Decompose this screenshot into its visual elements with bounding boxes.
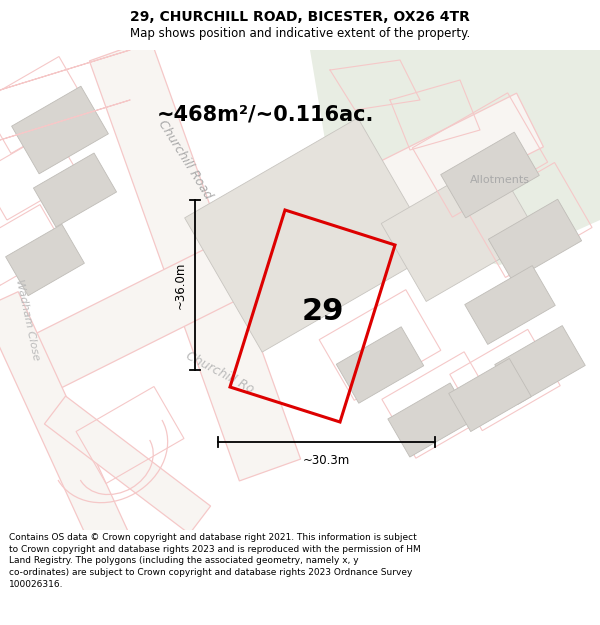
- Text: Churchill Ro...: Churchill Ro...: [184, 349, 266, 401]
- Polygon shape: [34, 153, 116, 227]
- Text: 29: 29: [301, 296, 344, 326]
- Polygon shape: [310, 50, 600, 265]
- Text: ~30.3m: ~30.3m: [303, 454, 350, 467]
- Polygon shape: [388, 383, 472, 457]
- Polygon shape: [0, 292, 128, 548]
- Text: Allotments: Allotments: [470, 175, 530, 185]
- Polygon shape: [495, 326, 585, 404]
- Text: Map shows position and indicative extent of the property.: Map shows position and indicative extent…: [130, 27, 470, 40]
- Text: Wadham Close: Wadham Close: [14, 278, 41, 362]
- Polygon shape: [381, 159, 539, 301]
- Polygon shape: [17, 93, 544, 397]
- Text: 29, CHURCHILL ROAD, BICESTER, OX26 4TR: 29, CHURCHILL ROAD, BICESTER, OX26 4TR: [130, 10, 470, 24]
- Text: ~468m²/~0.116ac.: ~468m²/~0.116ac.: [157, 105, 374, 125]
- Polygon shape: [44, 396, 211, 534]
- Polygon shape: [440, 132, 539, 218]
- Polygon shape: [11, 86, 109, 174]
- Polygon shape: [185, 118, 436, 352]
- Polygon shape: [336, 327, 424, 403]
- Polygon shape: [5, 224, 85, 296]
- Text: Contains OS data © Crown copyright and database right 2021. This information is : Contains OS data © Crown copyright and d…: [9, 533, 421, 589]
- Polygon shape: [488, 199, 581, 281]
- Polygon shape: [449, 359, 532, 431]
- Text: ~36.0m: ~36.0m: [174, 261, 187, 309]
- Text: Churchill Road: Churchill Road: [155, 118, 215, 202]
- Polygon shape: [89, 39, 301, 481]
- Polygon shape: [465, 266, 555, 344]
